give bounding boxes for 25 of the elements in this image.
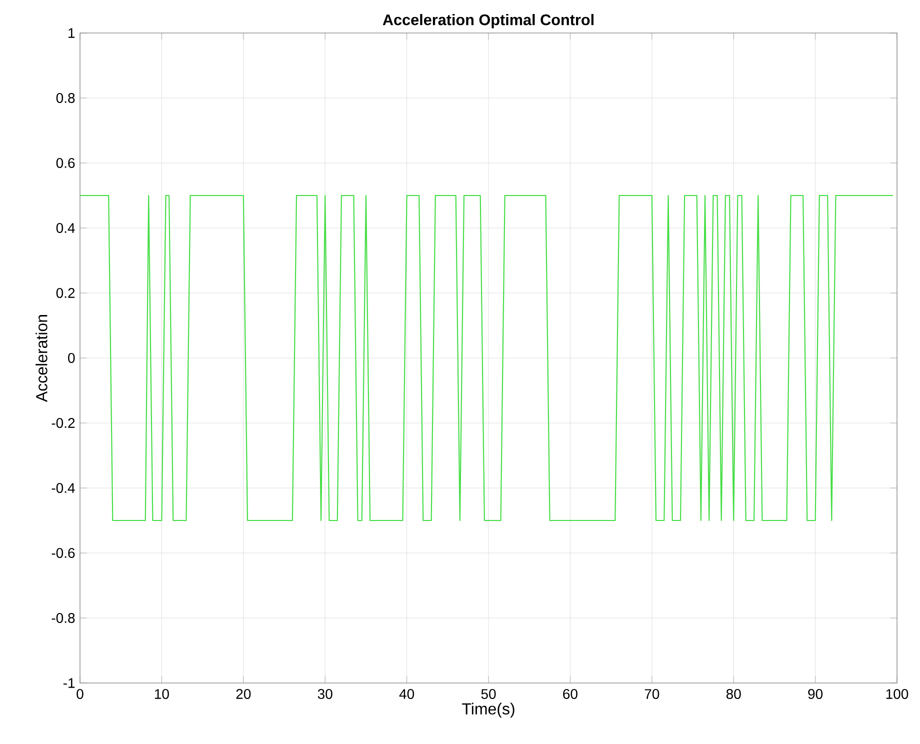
x-tick-label: 90: [808, 689, 823, 699]
x-tick-label: 100: [886, 689, 908, 699]
y-tick-label: -0.4: [52, 483, 75, 493]
y-axis-title: Acceleration: [36, 315, 48, 402]
x-tick-label: 30: [318, 689, 332, 699]
x-tick-label: 50: [481, 689, 496, 699]
y-tick-label: 0.6: [56, 158, 75, 168]
x-tick-label: 70: [644, 689, 660, 699]
x-tick-label: 20: [236, 689, 251, 699]
chart-title: Acceleration Optimal Control: [382, 14, 594, 28]
y-tick-label: -0.2: [52, 418, 75, 428]
y-tick-label: 1: [68, 28, 75, 38]
y-tick-label: 0.8: [56, 93, 75, 103]
x-axis-title: Time(s): [462, 702, 514, 718]
y-tick-label: 0: [68, 353, 75, 363]
x-tick-label: 0: [76, 689, 84, 699]
y-tick-label: 0.2: [56, 288, 75, 298]
x-tick-label: 60: [563, 689, 578, 699]
x-tick-label: 10: [154, 689, 169, 699]
x-tick-label: 80: [726, 689, 741, 699]
x-tick-label: 40: [399, 689, 414, 699]
y-tick-label: -1: [63, 678, 75, 688]
y-tick-label: -0.6: [52, 548, 75, 558]
y-tick-label: -0.8: [52, 613, 75, 623]
y-tick-label: 0.4: [56, 223, 75, 233]
